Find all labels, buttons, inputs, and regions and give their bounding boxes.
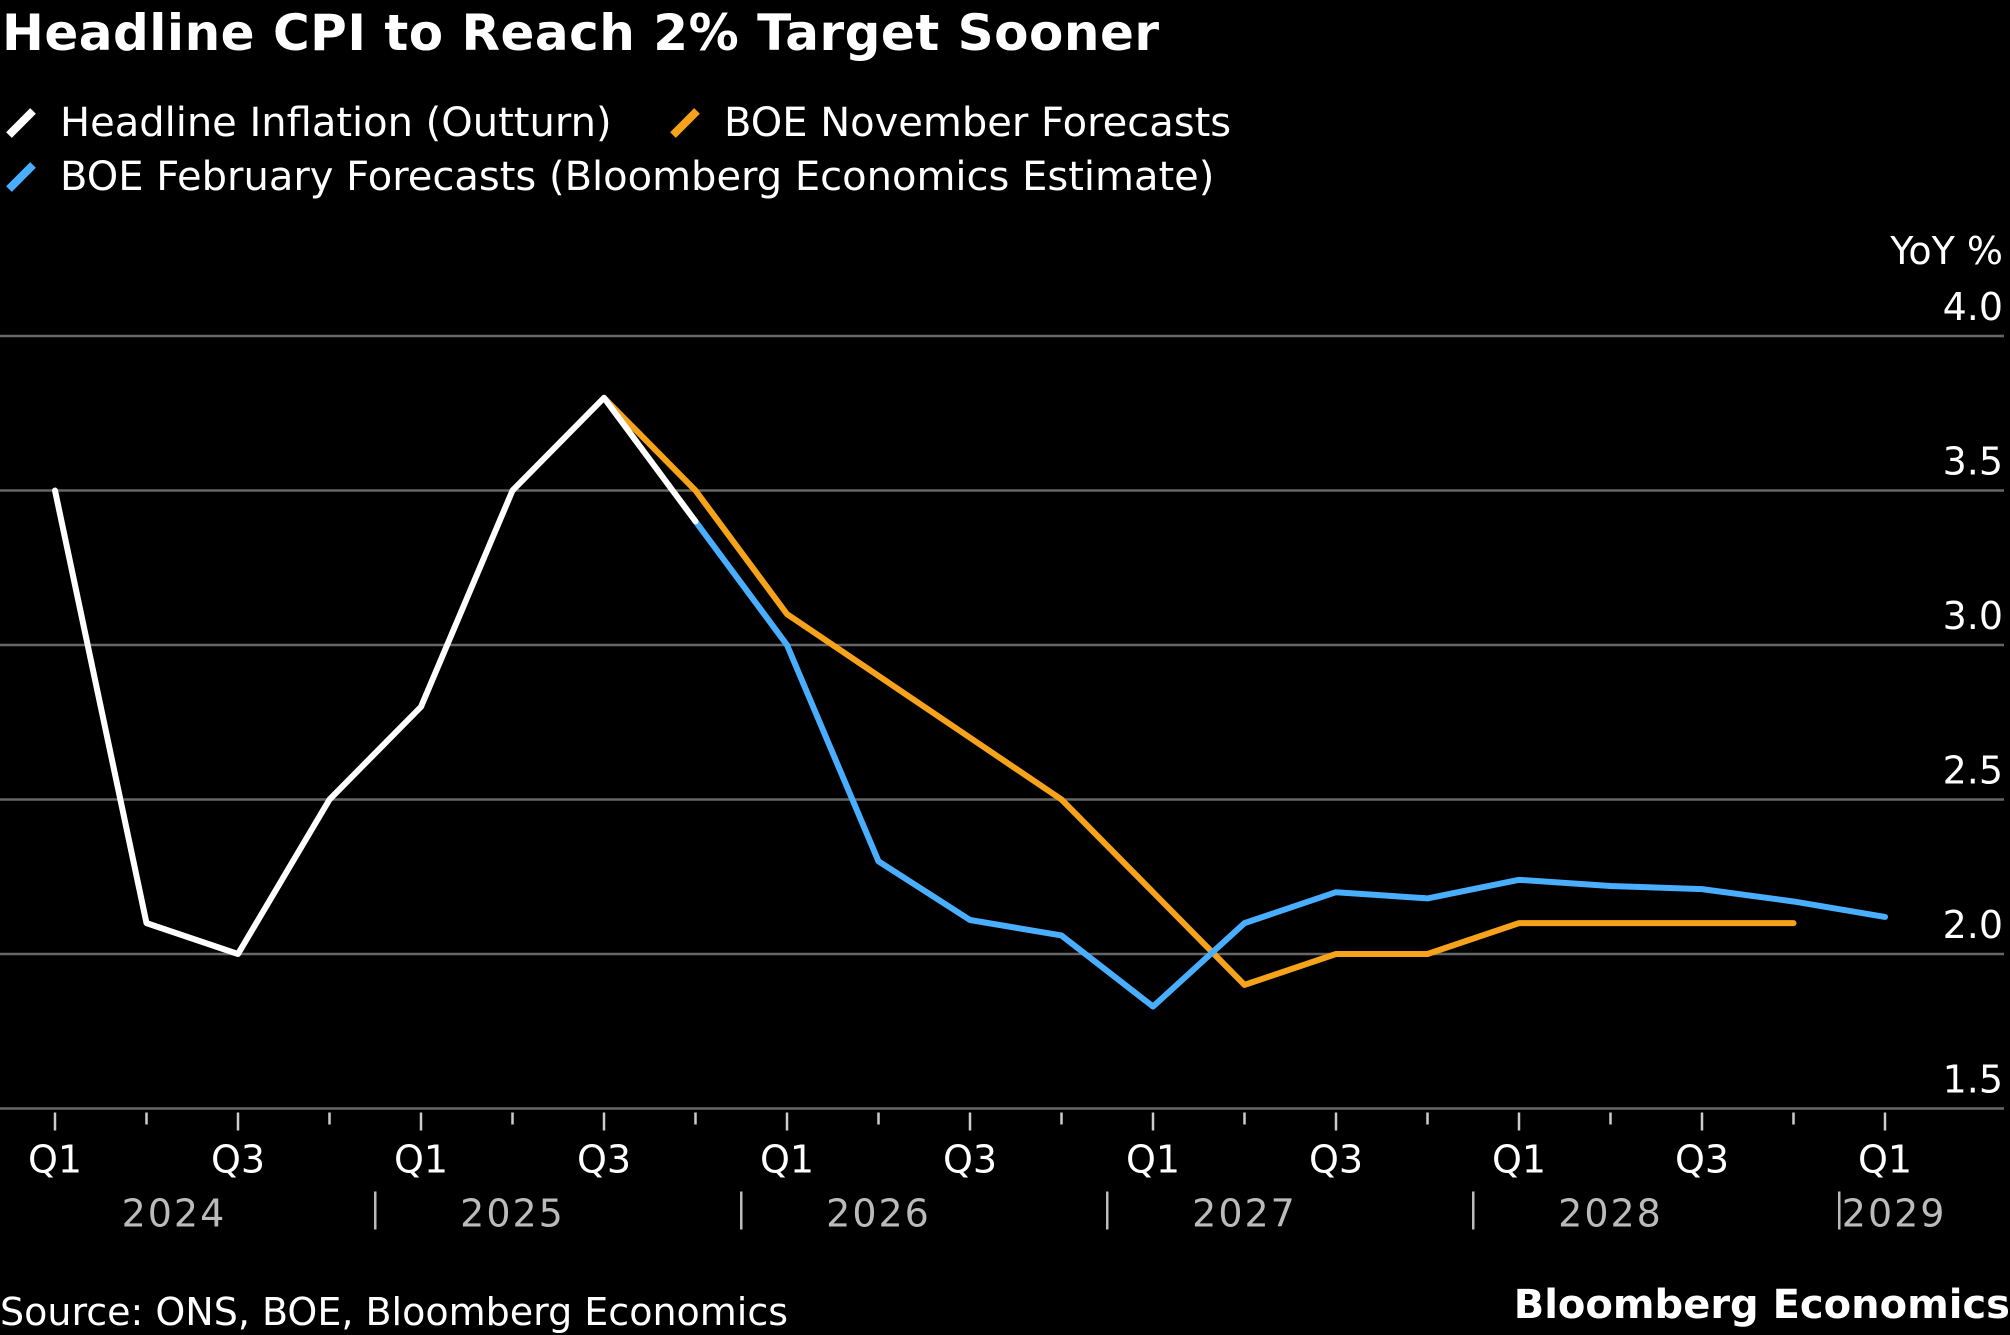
x-tick-label: Q3 <box>943 1138 997 1182</box>
y-tick-label: 2.0 <box>1943 903 2003 947</box>
x-year-label: 2027 <box>1192 1192 1297 1236</box>
x-tick-label: Q1 <box>28 1138 82 1182</box>
chart-title: Headline CPI to Reach 2% Target Sooner <box>2 4 1160 62</box>
x-tick-label: Q3 <box>1675 1138 1729 1182</box>
x-tick-label: Q1 <box>1126 1138 1180 1182</box>
series-line-february <box>692 518 1888 1010</box>
brand-logo: Bloomberg Economics <box>1513 1282 2010 1328</box>
x-tick-label: Q1 <box>1492 1138 1546 1182</box>
legend-item-november: BOE November Forecasts <box>668 100 1231 146</box>
x-tick-label: Q3 <box>211 1138 265 1182</box>
x-year-label: 2028 <box>1558 1192 1663 1236</box>
x-year-label: 2025 <box>460 1192 565 1236</box>
legend-label: Headline Inflation (Outturn) <box>60 100 612 146</box>
legend-label: BOE February Forecasts (Bloomberg Econom… <box>60 154 1215 200</box>
legend-item-outturn: Headline Inflation (Outturn) <box>4 100 612 146</box>
source-note: Source: ONS, BOE, Bloomberg Economics <box>0 1290 789 1334</box>
y-tick-label: 3.0 <box>1943 594 2003 638</box>
x-tick-label: Q1 <box>1858 1138 1912 1182</box>
y-tick-label: 3.5 <box>1943 440 2003 484</box>
y-tick-label: 4.0 <box>1943 285 2003 329</box>
y-tick-label: 2.5 <box>1943 749 2003 793</box>
x-year-label: 2024 <box>122 1192 227 1236</box>
x-tick-label: Q3 <box>577 1138 631 1182</box>
x-tick-label: Q3 <box>1309 1138 1363 1182</box>
legend-label: BOE November Forecasts <box>724 100 1232 146</box>
x-year-label: 2026 <box>826 1192 931 1236</box>
y-axis-label: YoY % <box>1889 229 2003 273</box>
y-tick-label: 1.5 <box>1943 1058 2003 1102</box>
x-tick-label: Q1 <box>760 1138 814 1182</box>
series-line-outturn <box>52 394 699 957</box>
x-tick-label: Q1 <box>394 1138 448 1182</box>
x-year-label: 2029 <box>1842 1192 1947 1236</box>
legend-item-february: BOE February Forecasts (Bloomberg Econom… <box>4 154 1214 200</box>
series-line-november <box>601 394 1797 988</box>
